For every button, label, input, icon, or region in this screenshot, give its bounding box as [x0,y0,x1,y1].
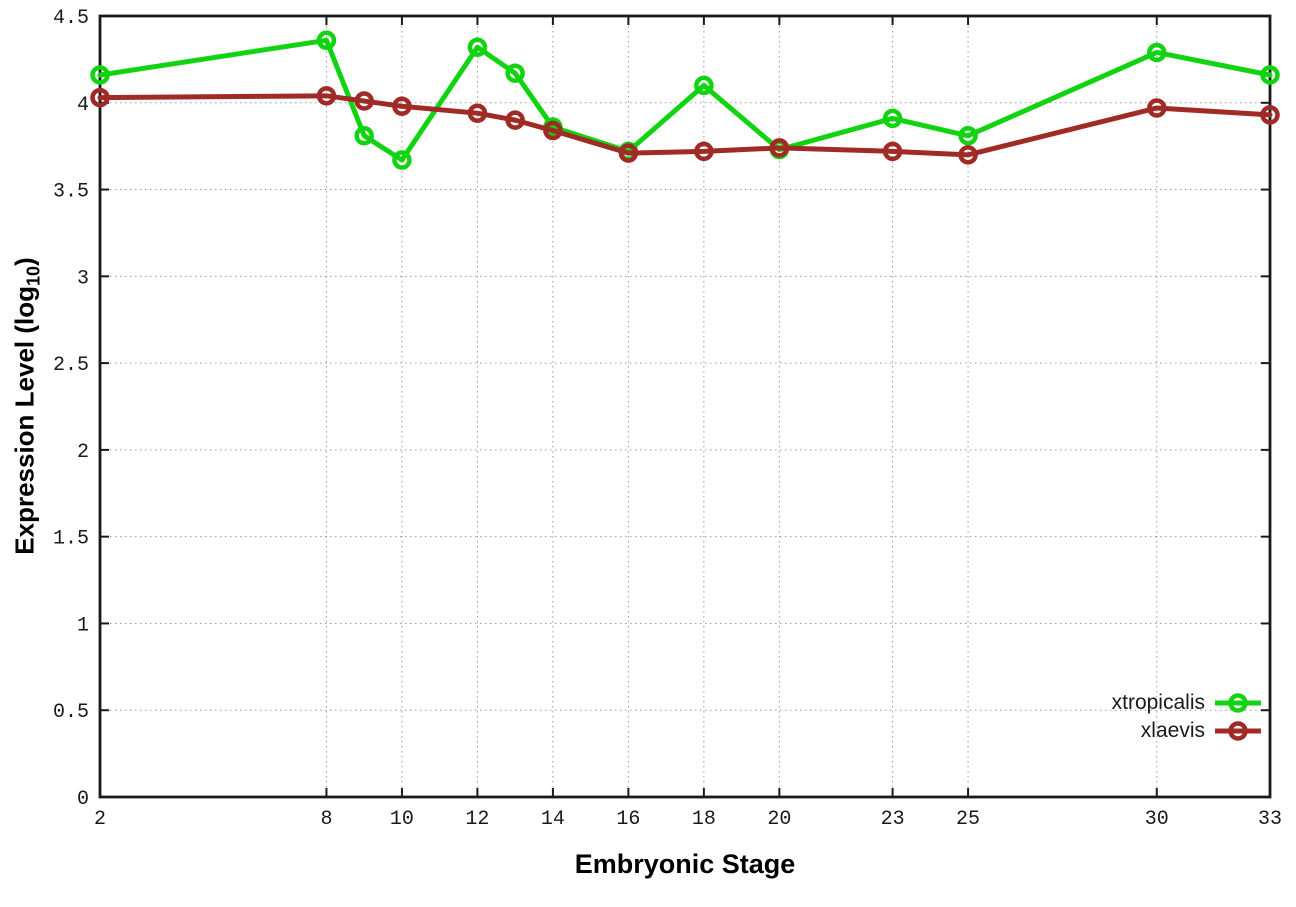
y-axis-title-text: Expression Level (log [9,285,40,555]
x-tick-label: 20 [767,808,791,831]
x-tick-label: 8 [320,808,332,831]
legend-sample-xlaevis [1215,721,1261,741]
data-point-xtropicalis [467,37,488,57]
data-point-xlaevis [958,145,978,165]
x-tick-label: 2 [94,808,106,831]
data-point-xlaevis [1147,98,1167,118]
legend-sample-xtropicalis [1215,693,1261,713]
y-axis-title-close: ) [9,257,40,266]
data-point-xlaevis [882,141,903,162]
legend: xtropicalis xlaevis [1112,689,1262,745]
data-point-xlaevis [392,96,412,116]
data-point-xlaevis [90,87,110,108]
data-point-xtropicalis [882,108,903,129]
data-point-xlaevis [354,91,374,111]
y-tick-label: 2.5 [53,354,89,377]
data-point-xtropicalis [90,65,110,85]
y-axis-title: Expression Level (log10) [9,257,44,554]
series-line-xtropicalis [97,37,1273,163]
y-tick-label: 4.5 [53,7,89,30]
data-point-xtropicalis [1260,65,1280,85]
x-tick-label: 16 [616,808,640,831]
data-point-xlaevis [505,110,525,130]
data-point-xlaevis [1260,105,1280,125]
data-point-xtropicalis [505,63,525,84]
x-tick-label: 30 [1145,808,1169,831]
data-point-xlaevis [769,138,790,158]
legend-item-xlaevis: xlaevis [1112,717,1262,745]
legend-point-icon [1228,693,1248,713]
x-axis-title: Embryonic Stage [574,849,796,879]
x-tick-label: 33 [1258,808,1282,831]
data-point-xtropicalis [316,30,337,51]
y-tick-label: 3 [77,267,89,290]
data-point-xlaevis [543,120,563,141]
data-point-xlaevis [316,86,337,106]
data-point-xtropicalis [1147,42,1167,63]
y-tick-label: 3.5 [53,181,89,204]
plot-border [98,14,1272,799]
data-point-xlaevis [694,141,714,162]
y-tick-label: 4 [77,94,89,117]
data-point-xtropicalis [354,126,374,146]
data-point-xtropicalis [694,75,714,96]
y-tick-label: 0.5 [53,701,89,724]
y-tick-label: 1.5 [53,528,89,551]
data-point-xlaevis [467,103,488,123]
legend-point-icon [1228,721,1248,741]
y-tick-label: 0 [77,788,89,811]
legend-item-xtropicalis: xtropicalis [1112,689,1262,717]
x-tick-label: 23 [881,808,905,831]
data-point-xtropicalis [392,150,412,170]
x-tick-label: 10 [390,808,414,831]
y-tick-label: 1 [77,614,89,637]
data-point-xtropicalis [958,126,978,146]
x-tick-label: 14 [541,808,565,831]
x-tick-label: 25 [956,808,980,831]
x-tick-label: 18 [692,808,716,831]
data-point-xlaevis [618,143,639,163]
legend-label-xlaevis: xlaevis [1140,719,1205,742]
x-tick-label: 12 [465,808,489,831]
y-tick-label: 2 [77,441,89,464]
legend-label-xtropicalis: xtropicalis [1111,691,1205,714]
y-axis-title-subscript: 10 [23,265,44,286]
